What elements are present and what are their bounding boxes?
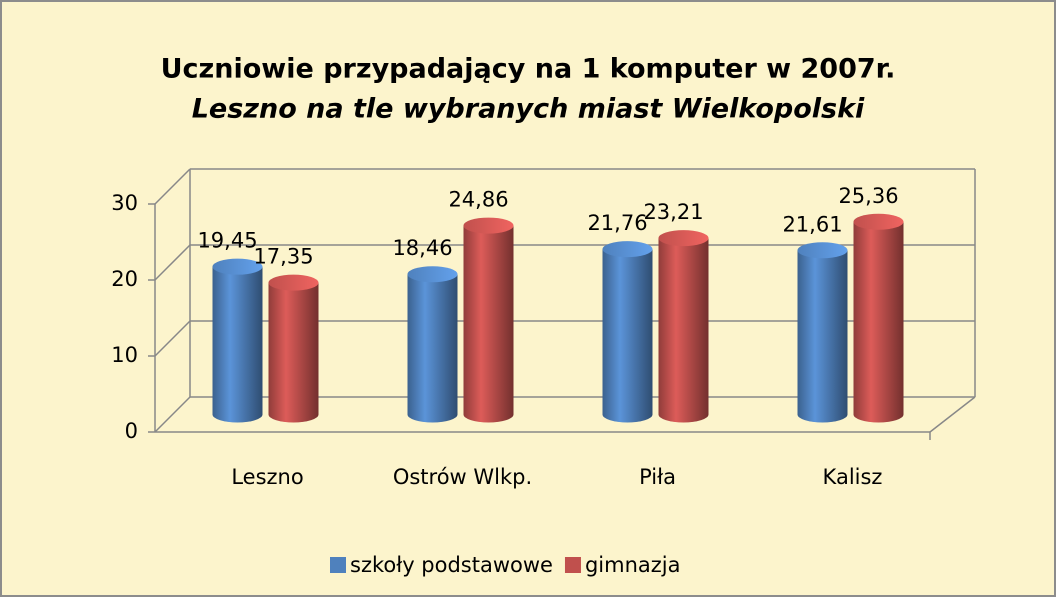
data-label: 21,61	[782, 212, 842, 236]
data-label: 23,21	[643, 200, 703, 224]
bar-cap	[658, 230, 709, 247]
bar-cap	[602, 241, 653, 258]
x-tick-label: Kalisz	[823, 465, 883, 489]
y-tick-label: 30	[111, 191, 138, 215]
data-label: 19,45	[197, 229, 257, 253]
grid-line	[154, 396, 191, 433]
y-tick-label: 10	[111, 343, 138, 367]
grid-line	[154, 168, 191, 205]
y-tick-label: 0	[125, 419, 138, 443]
chart-subtitle: Leszno na tle wybranych miast Wielkopols…	[192, 94, 865, 125]
bar	[797, 250, 848, 423]
bar	[853, 221, 904, 423]
bar-cap	[407, 266, 458, 283]
bar-cap	[853, 213, 904, 230]
x-tick-label: Leszno	[231, 465, 303, 489]
bar	[463, 225, 514, 423]
data-label: 24,86	[448, 188, 508, 212]
bar-cap	[463, 217, 514, 234]
grid-line	[154, 244, 191, 281]
legend-label: gimnazja	[585, 553, 681, 577]
bar	[212, 266, 263, 423]
y-tick-label: 20	[111, 267, 138, 291]
data-label: 17,35	[253, 245, 313, 269]
legend-swatch	[564, 557, 581, 573]
floor-edge	[929, 396, 976, 433]
chart-title: Uczniowie przypadający na 1 komputer w 2…	[161, 54, 896, 85]
bar-cap	[268, 274, 319, 291]
x-tick-label: Piła	[639, 465, 676, 489]
bar	[268, 282, 319, 423]
data-label: 21,76	[587, 211, 647, 235]
x-tick-label: Ostrów Wlkp.	[393, 465, 532, 489]
data-label: 25,36	[838, 184, 898, 208]
bar	[407, 274, 458, 423]
bar-cap	[797, 242, 848, 259]
grid-line	[154, 320, 191, 357]
bar	[658, 238, 709, 423]
bar-cap	[212, 258, 263, 275]
legend-label: szkoły podstawowe	[350, 553, 553, 577]
legend-swatch	[330, 557, 346, 573]
data-label: 18,46	[392, 236, 452, 260]
bar	[602, 249, 653, 423]
